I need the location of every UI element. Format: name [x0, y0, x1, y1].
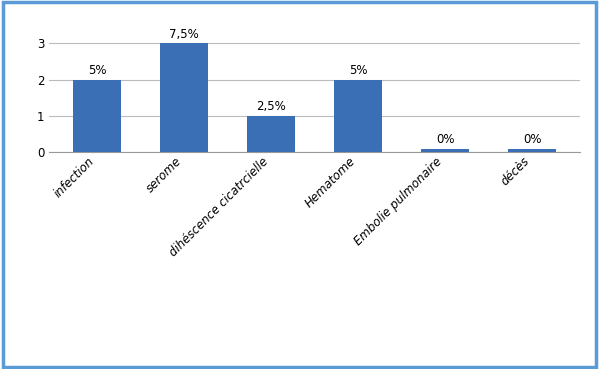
- Text: 0%: 0%: [436, 134, 454, 146]
- Text: 7,5%: 7,5%: [170, 28, 199, 41]
- Text: 5%: 5%: [349, 64, 367, 77]
- Bar: [508, 149, 556, 152]
- Text: 5%: 5%: [88, 64, 107, 77]
- Text: 2,5%: 2,5%: [256, 100, 286, 113]
- Bar: [421, 149, 469, 152]
- Bar: [334, 80, 382, 152]
- Bar: [161, 44, 208, 152]
- Bar: [247, 116, 295, 152]
- Bar: [74, 80, 121, 152]
- Text: 0%: 0%: [523, 134, 541, 146]
